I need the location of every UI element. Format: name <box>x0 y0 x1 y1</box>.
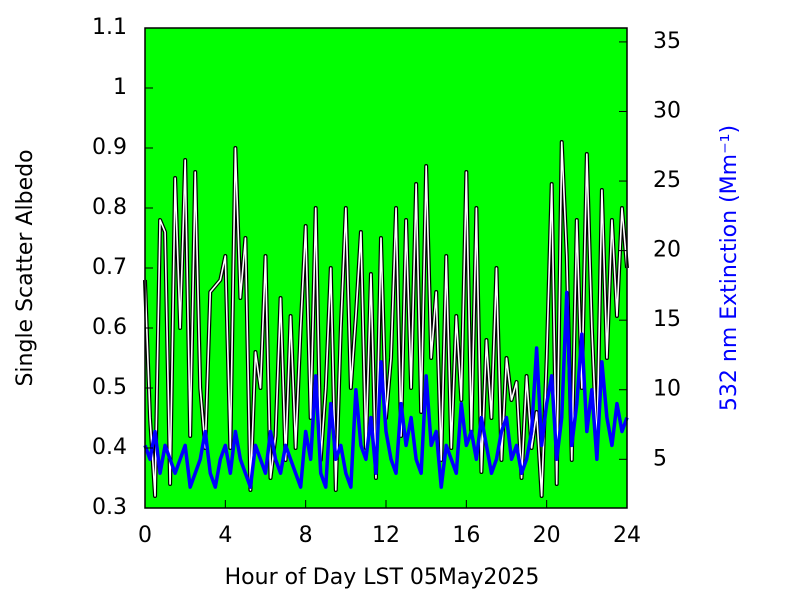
y-tick-label: 0.9 <box>92 135 127 160</box>
x-tick-label: 0 <box>138 523 152 548</box>
y2-tick-label: 10 <box>653 377 681 402</box>
y2-axis-label: 532 nm Extinction (Mm⁻¹) <box>717 125 742 411</box>
x-tick-label: 4 <box>218 523 232 548</box>
y-tick-label: 1 <box>113 75 127 100</box>
x-tick-label: 24 <box>613 523 641 548</box>
x-tick-label: 12 <box>372 523 400 548</box>
y-tick-label: 0.4 <box>92 435 127 460</box>
y-tick-label: 0.6 <box>92 315 127 340</box>
y-tick-label: 0.3 <box>92 495 127 520</box>
y2-tick-label: 5 <box>653 446 667 471</box>
series-line <box>143 290 629 489</box>
x-tick-label: 16 <box>452 523 480 548</box>
y-tick-label: 1.1 <box>92 15 127 40</box>
y2-tick-label: 15 <box>653 307 681 332</box>
y2-tick-label: 30 <box>653 98 681 123</box>
y-axis-label: Single Scatter Albedo <box>13 149 38 386</box>
x-tick-label: 8 <box>299 523 313 548</box>
y2-tick-label: 25 <box>653 168 681 193</box>
y-tick-label: 0.5 <box>92 375 127 400</box>
y2-tick-label: 20 <box>653 238 681 263</box>
x-axis-label: Hour of Day LST 05May2025 <box>225 565 540 590</box>
y-tick-label: 0.7 <box>92 255 127 280</box>
y2-tick-label: 35 <box>653 29 681 54</box>
y-tick-label: 0.8 <box>92 195 127 220</box>
x-tick-label: 20 <box>533 523 561 548</box>
